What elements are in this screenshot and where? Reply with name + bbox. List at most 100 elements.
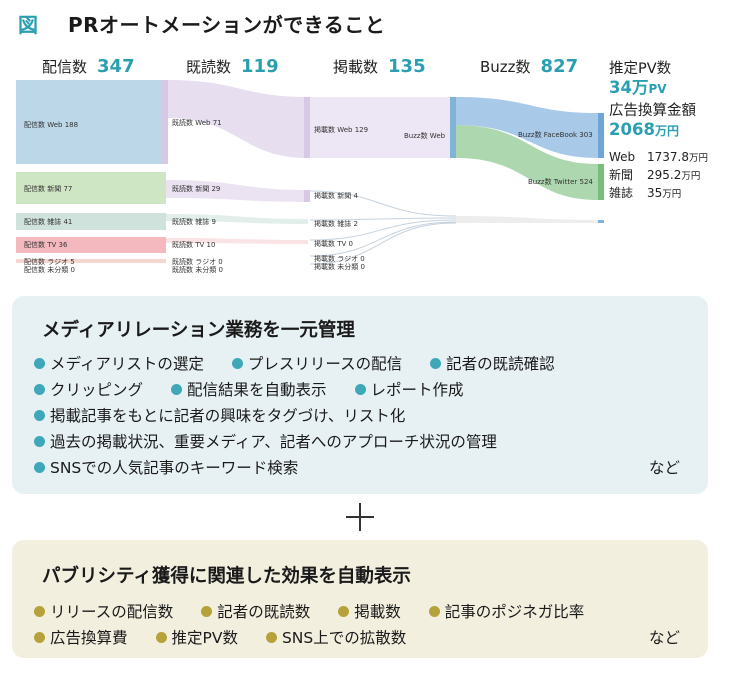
stage-value: 347 [97,56,135,77]
node-label: 配信数 Web 188 [24,121,79,129]
feature-label: SNSでの人気記事のキーワード検索 [50,459,299,477]
plus-icon [346,503,374,531]
stage-label: 既読数 [186,58,232,76]
node-label: 掲載数 ラジオ 0 [314,255,365,263]
bullet-dot-icon [34,383,45,395]
node-label: 既読数 新聞 29 [172,185,221,193]
stage-buzz: Buzz数 827 [480,56,578,80]
feature-label: クリッピング [50,381,144,399]
stage-value: 135 [388,56,426,77]
bullet-dot-icon [34,605,45,617]
figure-header: 図 PRオートメーションができること [18,8,385,38]
node-label: 掲載数 TV 0 [314,240,353,248]
stage-label: 掲載数 [333,58,379,76]
feature-row: リリースの配信数 記者の既読数 掲載数 記事のポジネガ比率 [34,598,680,624]
feature-label: 過去の掲載状況、重要メディア、記者へのアプローチ状況の管理 [50,433,497,451]
stage-label: 配信数 [42,58,88,76]
bullet-dot-icon [265,631,277,643]
bullet-dot-icon [430,357,442,369]
node-label: 配信数 TV 36 [24,241,68,249]
node-delivered-web [16,80,166,164]
sankey-diagram [16,80,604,265]
ad-breakdown: Web 1737.8 万円 新聞 295.2万円 雑誌 35万円 [609,149,731,203]
feature-item: SNSでの人気記事のキーワード検索 [34,456,298,478]
bullet-dot-icon [34,435,45,447]
node-label: 既読数 ラジオ 0 [172,258,223,266]
publicity-effects-panel: パブリシティ獲得に関連した効果を自動表示 リリースの配信数 記者の既読数 掲載数… [12,540,708,658]
feature-label: SNS上での拡散数 [281,629,407,647]
flow-tv-read-published [166,238,308,244]
feature-item: リリースの配信数 [34,600,173,622]
feature-item: クリッピング [34,378,143,400]
feature-label: 推定PV数 [171,629,238,647]
flow-web-published-buzz [310,97,452,158]
stage-label: Buzz数 [480,58,531,76]
node-buzz-facebook [598,113,604,158]
node-delivered-news [16,172,166,204]
flow-news-read-published [166,180,308,202]
feature-label: レポート作成 [370,381,464,399]
feature-label: 記事のポジネガ比率 [444,603,585,621]
feature-label: 記者の既読確認 [446,355,555,373]
breakdown-unit: 万円 [681,171,701,182]
flow-web-read-published [166,80,308,158]
flow-buzz-minor-out [456,216,598,223]
feature-row: SNSでの人気記事のキーワード検索 など [34,454,680,480]
feature-label: メディアリストの選定 [50,355,204,373]
media-relations-panel: メディアリレーション業務を一元管理 メディアリストの選定 プレスリリースの配信 … [12,296,708,494]
node-label: Buzz数 Web [404,132,446,140]
breakdown-row: 新聞 295.2万円 [609,167,731,185]
feature-item: 掲載記事をもとに記者の興味をタグづけ、リスト化 [34,404,405,426]
feature-item: 記者の既読数 [201,600,310,622]
ad-number: 2068 [609,120,655,139]
etc-label: など [648,629,680,647]
node-read-web [162,80,168,164]
feature-item: 過去の掲載状況、重要メディア、記者へのアプローチ状況の管理 [34,430,497,452]
node-label: 配信数 雑誌 41 [24,218,73,226]
bullet-dot-icon [34,631,45,643]
node-label: 既読数 TV 10 [172,241,216,249]
feature-label: 掲載数 [354,603,401,621]
etc-label: など [648,459,680,477]
bullet-dot-icon [34,357,45,369]
node-buzz-web [450,97,456,158]
flow-buzz-facebook [456,97,598,158]
bullet-dot-icon [155,631,167,643]
node-label: 掲載数 新聞 4 [314,192,358,200]
feature-label: プレスリリースの配信 [247,355,403,373]
flow-buzz-twitter [456,125,598,200]
node-label: 配信数 新聞 77 [24,185,73,193]
breakdown-value: 1737.8 [647,150,689,164]
feature-item: 広告換算費 [34,626,128,648]
feature-item: 配信結果を自動表示 [171,378,327,400]
feature-row: 掲載記事をもとに記者の興味をタグづけ、リスト化 [34,402,680,428]
bullet-dot-icon [354,383,366,395]
breakdown-row: 雑誌 35万円 [609,185,731,203]
feature-item: 推定PV数 [155,626,238,648]
feature-item: メディアリストの選定 [34,352,204,374]
node-label: 既読数 雑誌 9 [172,218,216,226]
pv-unit: PV [648,82,667,96]
stage-published: 掲載数 135 [333,56,426,80]
sankey-nodes [16,80,604,263]
breakdown-row: Web 1737.8万円 [609,149,731,167]
stage-delivered: 配信数 347 [42,56,135,80]
node-published-web [304,97,310,158]
flow-mag-read-published [166,214,308,224]
feature-item: SNS上での拡散数 [265,626,407,648]
node-label: 既読数 未分類 0 [172,266,223,274]
feature-item: 記者の既読確認 [430,352,555,374]
stage-read: 既読数 119 [186,56,279,80]
feature-item: 掲載数 [338,600,401,622]
pv-number: 34万 [609,78,649,97]
feature-item: プレスリリースの配信 [231,352,403,374]
node-delivered-radio [16,259,166,263]
node-label: 既読数 Web 71 [172,119,222,127]
ad-label: 広告換算金額 [609,103,696,119]
breakdown-name: Web [609,150,636,164]
figure-title: PRオートメーションができること [68,12,386,37]
node-label: 配信数 ラジオ 5 [24,258,75,266]
node-label: 掲載数 Web 129 [314,126,369,134]
feature-row: クリッピング 配信結果を自動表示 レポート作成 [34,376,680,402]
summary-panel: 推定PV数 34万PV 広告換算金額 2068万円 Web 1737.8万円 新聞… [609,60,731,203]
